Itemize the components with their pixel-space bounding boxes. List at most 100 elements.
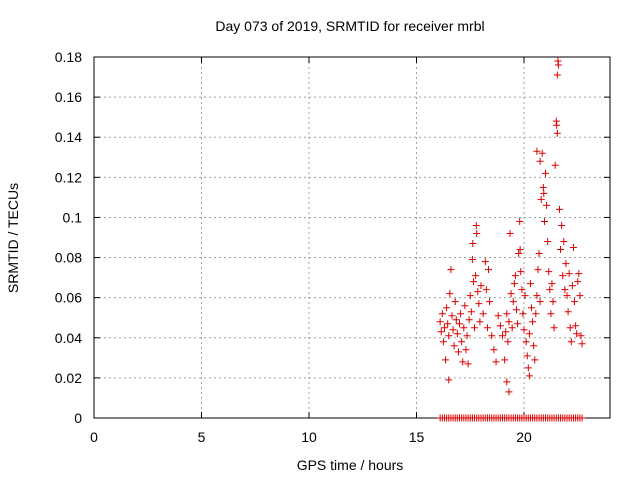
data-point <box>438 310 446 318</box>
data-point <box>577 332 585 340</box>
data-point <box>473 229 481 237</box>
data-point <box>502 328 510 336</box>
data-point <box>436 318 444 326</box>
data-point <box>573 330 581 338</box>
data-point <box>508 324 516 332</box>
data-point <box>553 71 561 79</box>
data-point <box>516 246 524 254</box>
data-point <box>544 238 552 246</box>
data-point <box>503 378 511 386</box>
y-tick-label: 0.18 <box>55 49 82 65</box>
data-point <box>481 258 489 266</box>
y-tick-label: 0.12 <box>55 169 82 185</box>
y-tick-label: 0.1 <box>63 209 83 225</box>
data-point <box>446 290 454 298</box>
data-point <box>540 217 548 225</box>
data-point <box>475 300 483 308</box>
data-point <box>466 292 474 300</box>
data-point <box>471 324 479 332</box>
grid-lines <box>94 57 610 418</box>
data-point <box>534 266 542 274</box>
data-point <box>496 322 504 330</box>
data-point <box>512 306 520 314</box>
data-point <box>553 121 561 129</box>
data-point <box>437 328 445 336</box>
x-tick-label: 20 <box>516 429 532 445</box>
data-point <box>445 332 453 340</box>
data-point <box>562 260 570 268</box>
data-point <box>546 286 554 294</box>
data-point <box>463 332 471 340</box>
data-point <box>525 372 533 380</box>
data-point <box>469 240 477 248</box>
data-point <box>532 310 540 318</box>
data-point <box>525 330 533 338</box>
axis-ticks: 0 0.02 0.04 0.06 0.08 0.1 0.12 0.14 0.16 0.18 0 5 10… <box>55 49 610 445</box>
data-point <box>578 340 586 348</box>
data-point <box>457 310 465 318</box>
data-point <box>551 161 559 169</box>
data-point <box>505 318 513 326</box>
data-point <box>451 298 459 306</box>
data-point <box>521 292 529 300</box>
data-point <box>550 324 558 332</box>
data-point <box>477 282 485 290</box>
data-point <box>444 320 452 328</box>
data-point <box>456 320 463 328</box>
data-point <box>440 324 448 332</box>
data-point <box>575 270 583 278</box>
data-point <box>540 189 548 197</box>
data-point <box>518 286 526 294</box>
data-point <box>519 310 527 318</box>
data-point <box>564 308 572 316</box>
data-point <box>476 318 484 326</box>
data-point <box>524 364 532 372</box>
data-point <box>533 147 541 155</box>
data-point <box>474 288 482 296</box>
data-point <box>559 272 567 280</box>
data-point <box>537 195 545 203</box>
data-point <box>554 57 562 65</box>
data-point <box>529 318 537 326</box>
data-point <box>472 221 480 229</box>
data-point <box>504 338 512 346</box>
data-point <box>488 332 496 340</box>
data-point <box>557 246 565 254</box>
data-point <box>515 250 523 258</box>
data-point <box>514 320 522 328</box>
data-point <box>561 286 569 294</box>
data-point <box>465 316 473 324</box>
data-point <box>511 272 519 280</box>
y-tick-label: 0.16 <box>55 89 82 105</box>
data-point <box>536 298 544 306</box>
plot-frame <box>93 56 611 419</box>
data-point <box>469 278 477 286</box>
data-point <box>507 290 515 298</box>
data-point <box>558 221 566 229</box>
y-tick-label: 0.08 <box>55 250 82 266</box>
chart-title: Day 073 of 2019, SRMTID for receiver mrb… <box>215 18 484 34</box>
data-point <box>572 322 580 330</box>
data-point <box>555 205 563 213</box>
data-point <box>560 238 568 246</box>
data-point <box>454 348 462 356</box>
data-point <box>549 298 557 306</box>
data-point <box>459 358 467 366</box>
data-point <box>472 272 480 280</box>
data-point <box>542 169 549 177</box>
data-point <box>536 157 544 165</box>
data-points <box>436 57 586 422</box>
data-point <box>539 183 547 191</box>
y-tick-label: 0.02 <box>55 370 82 386</box>
data-point <box>509 298 517 306</box>
y-tick-label: 0 <box>74 410 82 426</box>
data-point <box>543 201 551 209</box>
data-point <box>439 338 447 346</box>
data-point <box>499 332 506 340</box>
data-point <box>494 312 502 320</box>
data-point <box>445 376 453 384</box>
data-point <box>450 342 458 350</box>
y-tick-label: 0.04 <box>55 330 82 346</box>
data-point <box>461 302 469 310</box>
data-point <box>443 304 451 312</box>
